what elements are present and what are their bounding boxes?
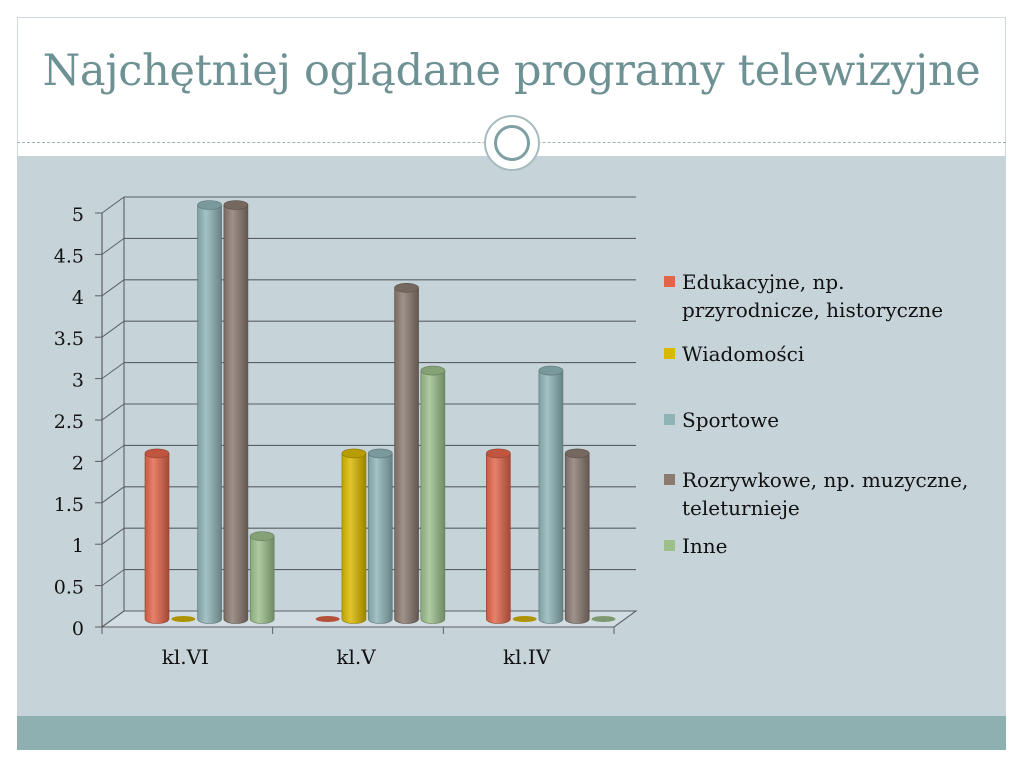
- legend-swatch: [664, 348, 675, 359]
- legend-item: Wiadomości: [664, 340, 982, 368]
- legend-item: Rozrywkowe, np. muzyczne, teleturnieje: [664, 466, 982, 522]
- bar-top-kl.VI-3: [223, 200, 249, 210]
- bar-top-kl.V-3: [394, 282, 419, 293]
- grid-diagonal: [101, 486, 125, 504]
- bar-top-kl.VI-2: [197, 200, 222, 210]
- bar-top-kl.V-2: [367, 448, 393, 459]
- bar-kl.VI-0: [144, 453, 170, 624]
- grid-diagonal: [101, 237, 125, 255]
- grid-diagonal: [101, 403, 125, 421]
- y-tick-label: 2: [72, 452, 84, 474]
- y-tick-label: 4: [72, 287, 84, 309]
- legend-label: Wiadomości: [682, 342, 805, 366]
- legend-swatch: [664, 474, 675, 485]
- grid-diagonal: [101, 444, 125, 462]
- y-tick-label: 0: [72, 618, 84, 640]
- y-tick-label: 3.5: [54, 328, 84, 350]
- grid-diagonal: [101, 279, 125, 297]
- circle-ornament-inner: [494, 125, 530, 161]
- bar-kl.IV-3: [564, 453, 590, 624]
- bar-kl.V-1: [341, 453, 367, 624]
- y-tick-label: 4.5: [54, 245, 84, 267]
- bar-top-kl.IV-0: [486, 448, 511, 459]
- bar-top-kl.VI-4: [249, 531, 275, 542]
- grid-diagonal: [101, 527, 125, 545]
- legend-label: Edukacyjne, np. przyrodnicze, historyczn…: [682, 270, 944, 322]
- bar-zero-kl.IV-4: [591, 616, 616, 622]
- legend-label: Sportowe: [682, 408, 780, 432]
- legend-item: Inne: [664, 532, 982, 560]
- bar-kl.VI-3: [223, 204, 249, 624]
- y-tick-label: 1: [72, 535, 84, 557]
- y-tick-label: 0.5: [54, 577, 84, 599]
- grid-diagonal: [101, 320, 125, 338]
- grid-diagonal: [101, 569, 125, 587]
- y-tick-label: 5: [72, 204, 84, 226]
- bar-zero-kl.IV-1: [512, 616, 537, 622]
- category-label: kl.V: [336, 645, 376, 669]
- legend-swatch: [664, 540, 675, 551]
- bar-kl.IV-0: [486, 453, 511, 624]
- bar-kl.IV-2: [538, 370, 564, 624]
- bar-zero-kl.VI-1: [171, 616, 196, 622]
- grid-diagonal: [101, 362, 125, 380]
- category-label: kl.VI: [162, 645, 209, 669]
- grid-diagonal: [101, 196, 125, 214]
- bar-top-kl.IV-2: [538, 365, 564, 376]
- legend-label: Inne: [682, 534, 728, 558]
- y-tick-label: 2.5: [54, 411, 84, 433]
- bar-top-kl.IV-3: [564, 448, 590, 459]
- bar-kl.V-2: [367, 453, 393, 624]
- legend-swatch: [664, 414, 675, 425]
- bar-kl.V-3: [394, 287, 419, 624]
- y-tick-label: 3: [72, 370, 84, 392]
- circle-ornament-icon: [484, 115, 540, 171]
- bar-top-kl.V-1: [341, 448, 367, 459]
- bar-kl.V-4: [420, 370, 446, 624]
- category-label: kl.IV: [503, 645, 551, 669]
- bar-kl.VI-2: [197, 204, 222, 624]
- bar-kl.VI-4: [249, 535, 275, 624]
- y-tick-label: 1.5: [54, 494, 84, 516]
- bar-top-kl.V-4: [420, 365, 446, 376]
- legend-item: Edukacyjne, np. przyrodnicze, historyczn…: [664, 268, 982, 324]
- legend-item: Sportowe: [664, 406, 982, 434]
- bottom-band: [17, 716, 1006, 750]
- bar-top-kl.VI-0: [144, 448, 170, 459]
- slide-title: Najchętniej oglądane programy telewizyjn…: [42, 46, 981, 96]
- bar-zero-kl.V-0: [315, 616, 340, 622]
- legend-label: Rozrywkowe, np. muzyczne, teleturnieje: [682, 468, 969, 520]
- legend-swatch: [664, 276, 675, 287]
